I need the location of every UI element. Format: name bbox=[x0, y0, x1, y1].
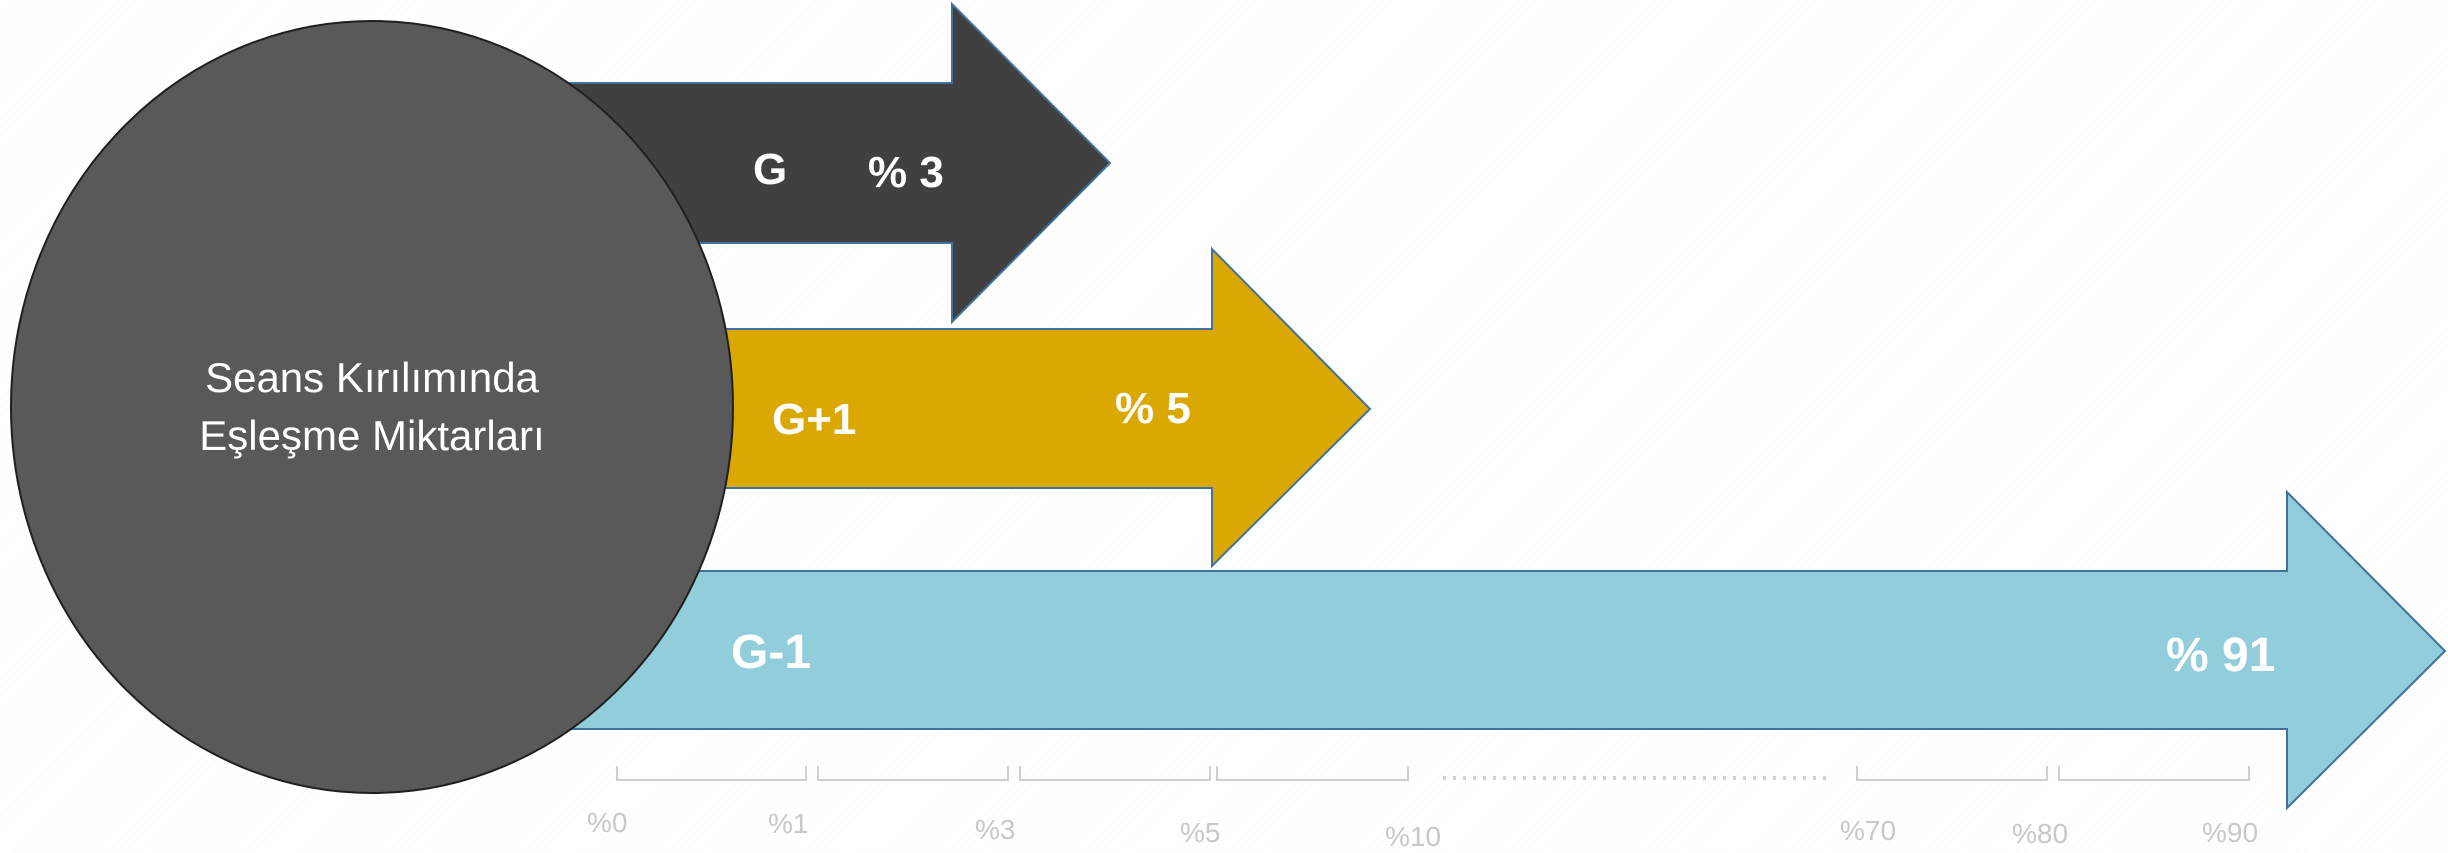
scale-tick-label: %90 bbox=[2202, 817, 2258, 848]
scale-bracket bbox=[1856, 766, 2048, 781]
scale-bracket bbox=[616, 766, 807, 781]
scale-labels: %0 %1 %3 %5 %10 %70 %80 %90 bbox=[587, 807, 2258, 852]
arrow-name-label: G bbox=[753, 145, 787, 194]
scale-brackets bbox=[616, 766, 2250, 781]
scale-tick-label: %10 bbox=[1385, 821, 1441, 852]
arrow-percent-label: % 91 bbox=[2166, 629, 2275, 682]
arrow-percent-label: % 3 bbox=[868, 148, 944, 197]
center-title-line1: Seans Kırılımında bbox=[205, 354, 539, 401]
scale-tick-label: %1 bbox=[768, 808, 808, 839]
scale-tick-label: %0 bbox=[587, 807, 627, 838]
arrow-g-minus-1: G-1 % 91 bbox=[559, 489, 2447, 811]
scale-bracket bbox=[817, 766, 1009, 781]
scale-bracket bbox=[1216, 766, 1409, 781]
arrow-percent-label: % 5 bbox=[1115, 384, 1191, 433]
arrow-g-plus-1: G+1 % 5 bbox=[699, 246, 1372, 569]
arrow-name-label: G-1 bbox=[731, 626, 811, 679]
center-node: Seans Kırılımında Eşleşme Miktarları bbox=[10, 20, 734, 794]
scale-tick-label: %70 bbox=[1840, 815, 1896, 846]
arrow-shape bbox=[699, 246, 1372, 569]
scale-tick-label: %3 bbox=[975, 814, 1015, 845]
scale-bracket bbox=[1019, 766, 1211, 781]
arrow-shape bbox=[559, 489, 2447, 811]
scale-tick-label: %5 bbox=[1180, 817, 1220, 848]
arrow-name-label: G+1 bbox=[772, 395, 856, 444]
center-circle bbox=[10, 20, 734, 794]
scale-bracket bbox=[2058, 766, 2250, 781]
center-title-line2: Eşleşme Miktarları bbox=[199, 412, 544, 459]
scale-tick-label: %80 bbox=[2012, 818, 2068, 849]
